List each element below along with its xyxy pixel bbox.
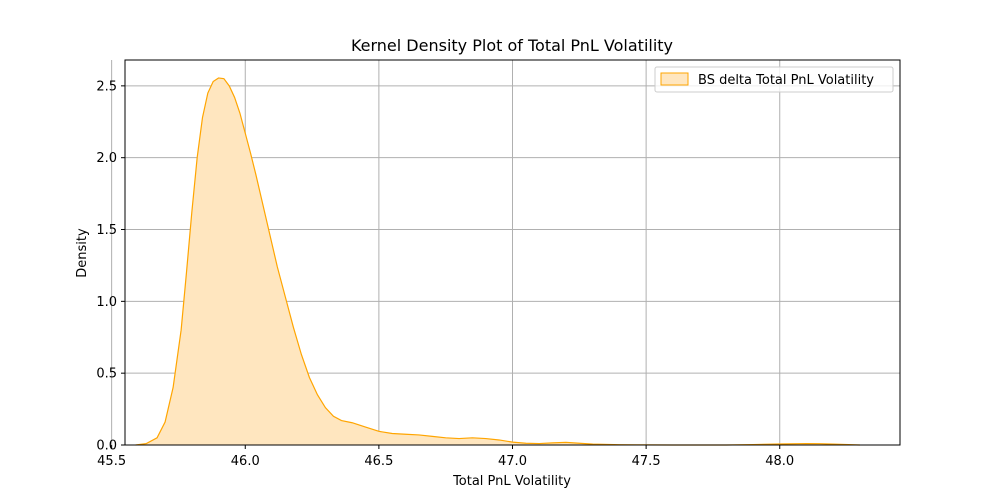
y-tick-label: 0.5 [96, 367, 117, 382]
x-axis-label: Total PnL Volatility [452, 474, 571, 489]
legend-label: BS delta Total PnL Volatility [698, 73, 874, 88]
x-tick-label: 46.5 [364, 454, 393, 469]
y-tick-label: 0.0 [96, 439, 117, 454]
y-tick-label: 2.5 [96, 79, 117, 94]
y-tick-label: 1.5 [96, 223, 117, 238]
legend-swatch [660, 72, 689, 86]
x-tick-label: 47.0 [498, 454, 527, 469]
x-gridlines [111, 60, 781, 445]
chart-title: Kernel Density Plot of Total PnL Volatil… [351, 36, 673, 55]
x-tick-label: 47.5 [632, 454, 661, 469]
x-tick-label: 45.5 [97, 454, 126, 469]
x-tick-label: 46.0 [231, 454, 260, 469]
x-tick-label: 48.0 [765, 454, 794, 469]
legend: BS delta Total PnL Volatility [654, 66, 894, 93]
y-axis-label: Density [75, 228, 90, 278]
legend-box [654, 66, 894, 93]
x-axis-ticks: 45.5 46.0 46.5 47.0 47.5 48.0 [97, 445, 794, 469]
series-layer [135, 77, 860, 446]
y-tick-label: 1.0 [96, 295, 117, 310]
y-axis-ticks: 0.0 0.5 1.0 1.5 2.0 2.5 [96, 79, 125, 454]
y-tick-label: 2.0 [96, 151, 117, 166]
density-area [135, 77, 860, 446]
